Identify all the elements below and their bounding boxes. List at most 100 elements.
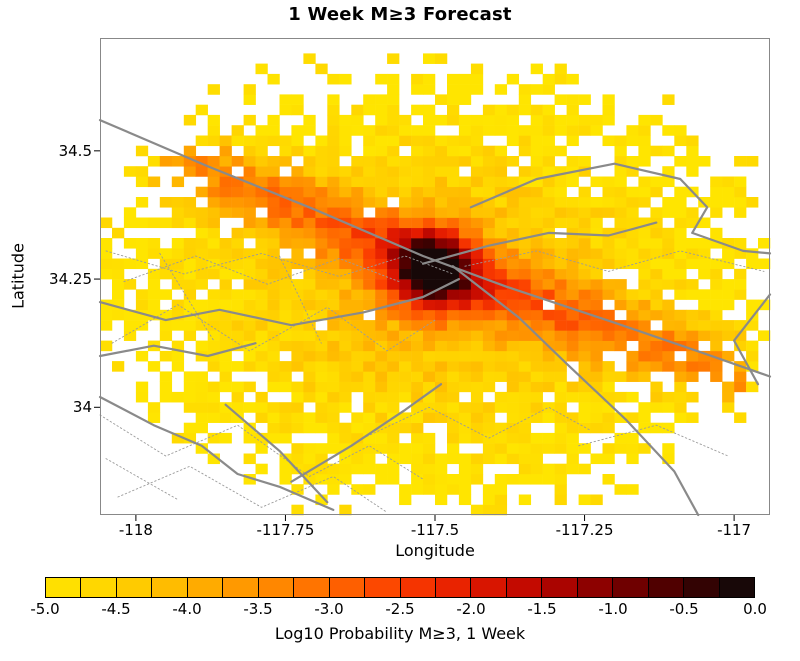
heatmap-cell (506, 258, 520, 270)
heatmap-cell (315, 248, 328, 259)
heatmap-cell (554, 320, 567, 331)
heatmap-cell (470, 330, 484, 341)
heatmap-cell (578, 258, 591, 270)
heatmap-cell (219, 268, 232, 280)
heatmap-cell (458, 340, 472, 352)
heatmap-cell (435, 268, 448, 280)
heatmap-cell (710, 279, 723, 290)
heatmap-cell (447, 330, 460, 341)
heatmap-cell (339, 402, 352, 413)
heatmap-cell (255, 320, 268, 331)
heatmap-cell (447, 104, 460, 116)
heatmap-cell (303, 217, 316, 229)
heatmap-cell (494, 84, 508, 95)
heatmap-cell (518, 94, 532, 105)
heatmap-cell (363, 145, 376, 157)
heatmap-cell (602, 176, 615, 188)
heatmap-cell (722, 197, 735, 208)
heatmap-cell (279, 289, 292, 300)
heatmap-cell (686, 258, 699, 270)
heatmap-cell (219, 145, 232, 157)
heatmap-cell (303, 53, 316, 64)
heatmap-cell (734, 320, 747, 331)
heatmap-cell (267, 330, 280, 341)
heatmap-cell (327, 340, 340, 352)
heatmap-cell (315, 156, 328, 167)
heatmap-cell (530, 309, 543, 321)
heatmap-cell (303, 474, 316, 485)
heatmap-cell (554, 268, 567, 280)
heatmap-cell (351, 330, 364, 341)
heatmap-cell (746, 309, 759, 321)
heatmap-cell (542, 207, 555, 218)
heatmap-cell (195, 166, 208, 177)
heatmap-cell (219, 340, 232, 352)
heatmap-cell (339, 227, 352, 239)
heatmap-cell (482, 125, 496, 136)
heatmap-cell (435, 207, 448, 218)
heatmap-cell (267, 166, 280, 177)
heatmap-cell (183, 258, 197, 270)
heatmap-cell (351, 350, 364, 362)
heatmap-cell (375, 443, 388, 454)
heatmap-cell (123, 258, 137, 270)
heatmap-cell (734, 186, 747, 198)
heatmap-cell (746, 350, 759, 362)
heatmap-cell (387, 166, 400, 177)
heatmap-cell (207, 412, 220, 423)
heatmap-cell (566, 207, 579, 218)
heatmap-cell (279, 412, 292, 423)
heatmap-cell (231, 258, 244, 270)
heatmap-cell (542, 279, 555, 290)
heatmap-cell (530, 176, 543, 188)
heatmap-cell (351, 381, 364, 393)
heatmap-cell (722, 279, 735, 290)
heatmap-cell (423, 156, 436, 167)
heatmap-cell (315, 217, 328, 229)
heatmap-cell (171, 197, 185, 208)
heatmap-cell (375, 186, 388, 198)
heatmap-cell (614, 156, 627, 167)
heatmap-cell (399, 484, 412, 495)
heatmap-cell (243, 227, 256, 239)
heatmap-cell (387, 443, 400, 454)
heatmap-cell (542, 381, 555, 393)
fault-line (159, 252, 215, 342)
heatmap-cell (458, 309, 472, 321)
heatmap-cell (315, 453, 328, 465)
heatmap-cell (135, 350, 149, 362)
heatmap-cell (423, 166, 436, 177)
colorbar-segment (648, 578, 685, 597)
heatmap-cell (375, 371, 388, 382)
heatmap-cell (698, 156, 711, 167)
heatmap-cell (339, 350, 352, 362)
heatmap-cell (470, 268, 484, 280)
heatmap-cell (458, 207, 472, 218)
heatmap-cell (183, 268, 197, 280)
heatmap-cell (447, 135, 460, 147)
heatmap-cell (518, 361, 532, 372)
heatmap-cell (363, 422, 376, 434)
heatmap-cell (351, 484, 364, 495)
heatmap-cell (231, 340, 244, 352)
heatmap-cell (662, 125, 675, 136)
heatmap-cell (339, 176, 352, 188)
heatmap-cell (674, 391, 687, 403)
heatmap-cell (542, 268, 555, 280)
heatmap-cell (303, 227, 316, 239)
heatmap-cell (542, 361, 555, 372)
heatmap-cell (746, 156, 759, 167)
heatmap-cell (351, 432, 364, 444)
heatmap-cell (626, 391, 639, 403)
heatmap-cell (435, 53, 448, 64)
heatmap-cell (662, 320, 675, 331)
heatmap-cell (710, 299, 723, 311)
heatmap-cell (147, 289, 161, 300)
heatmap-cell (554, 248, 567, 259)
heatmap-cell (578, 463, 591, 475)
heatmap-cell (722, 289, 735, 300)
heatmap-cell (458, 84, 472, 95)
heatmap-cell (542, 258, 555, 270)
heatmap-cell (411, 207, 424, 218)
